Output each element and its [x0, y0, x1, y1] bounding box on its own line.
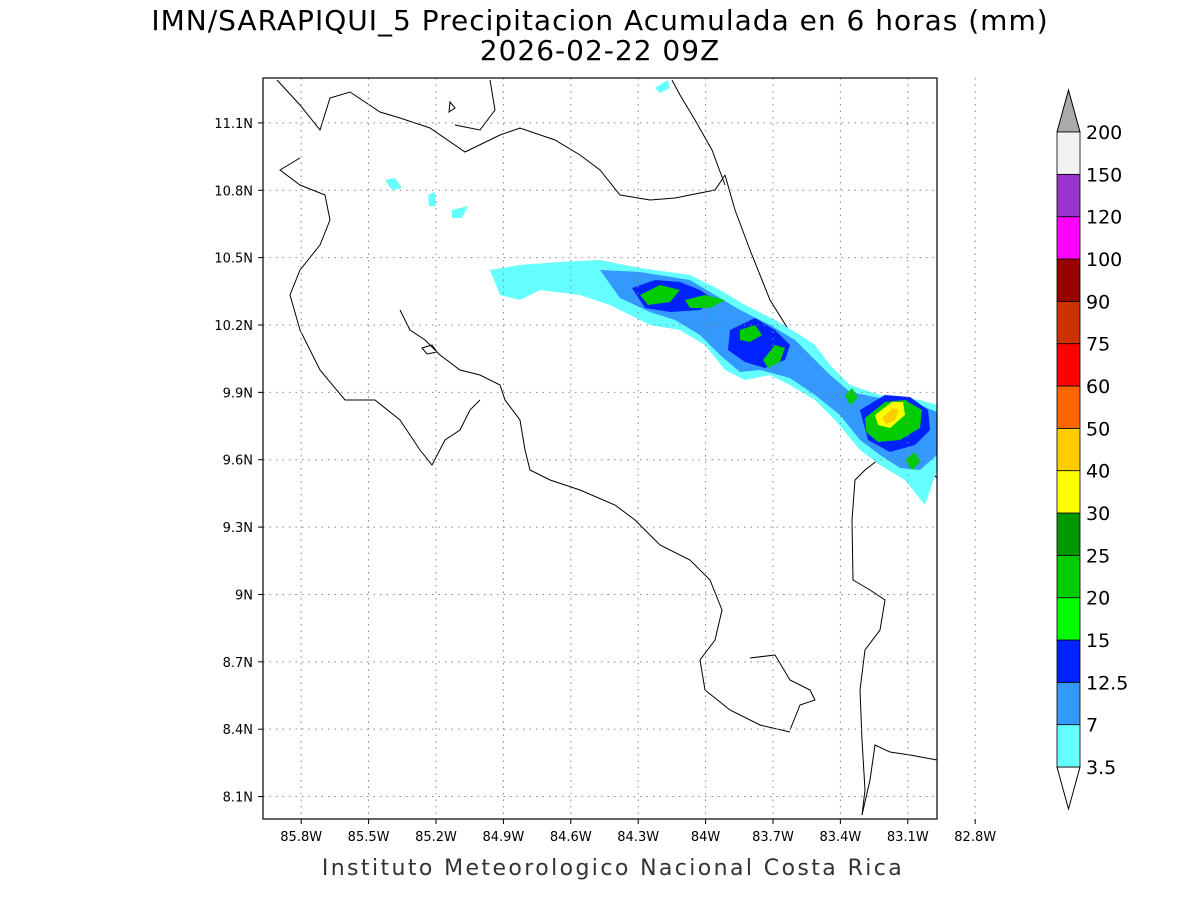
- colorbar-label: 30: [1086, 503, 1110, 525]
- lon-tick-label: 84.3W: [617, 830, 659, 845]
- colorbar-swatch: [1056, 427, 1081, 472]
- colorbar-label: 100: [1086, 249, 1122, 271]
- map-subtitle-datetime: 2026-02-22 09Z: [479, 34, 721, 67]
- colorbar-swatch: [1056, 131, 1081, 175]
- lat-tick-label: 8.4N: [223, 723, 253, 738]
- colorbar-swatch: [1056, 597, 1081, 641]
- latitude-tick-labels: 8.1N 8.4N 8.7N 9N 9.3N 9.6N 9.9N 10.2N 10.5N 10.8…: [214, 117, 263, 806]
- colorbar-swatch: [1056, 300, 1081, 345]
- lat-tick-label: 9.9N: [223, 386, 253, 401]
- colorbar-swatch: [1056, 512, 1081, 556]
- lat-tick-label: 9.3N: [223, 521, 253, 536]
- lon-tick-label: 85.2W: [415, 830, 457, 845]
- colorbar-swatch: [1056, 470, 1081, 514]
- colorbar-label: 15: [1086, 630, 1110, 652]
- coastline-outline: [276, 79, 938, 816]
- lat-lon-grid: [263, 78, 976, 819]
- lon-tick-label: 82.8W: [954, 830, 996, 845]
- colorbar-label: 120: [1086, 207, 1122, 229]
- colorbar-label: 60: [1086, 376, 1110, 398]
- map-title: IMN/SARAPIQUI_5 Precipitacion Acumulada …: [151, 4, 1049, 37]
- lon-tick-label: 83.7W: [752, 830, 794, 845]
- colorbar-swatch: [1056, 385, 1081, 429]
- colorbar-label: 3.5: [1086, 757, 1116, 779]
- colorbar-swatch: [1056, 639, 1081, 683]
- lat-tick-label: 10.8N: [214, 184, 253, 199]
- colorbar-swatch: [1056, 173, 1081, 218]
- colorbar-swatch: [1056, 258, 1081, 302]
- colorbar-label: 7: [1086, 715, 1098, 737]
- colorbar-swatch: [1056, 681, 1081, 726]
- lat-tick-label: 11.1N: [214, 117, 253, 132]
- lat-tick-label: 9N: [235, 588, 253, 603]
- colorbar-label: 75: [1086, 334, 1110, 356]
- lon-tick-label: 85.5W: [348, 830, 390, 845]
- colorbar-label: 20: [1086, 588, 1110, 610]
- colorbar-label: 90: [1086, 291, 1110, 313]
- lon-tick-label: 84W: [691, 830, 721, 845]
- colorbar-label: 200: [1086, 122, 1122, 144]
- colorbar-swatch: [1056, 343, 1081, 387]
- colorbar-over-triangle: [1056, 88, 1081, 133]
- lon-tick-label: 85.8W: [280, 830, 322, 845]
- credit-text: Instituto Meteorologico Nacional Costa R…: [321, 856, 905, 881]
- lat-tick-label: 8.7N: [223, 656, 253, 671]
- lon-tick-label: 83.4W: [819, 830, 861, 845]
- lat-tick-label: 10.5N: [214, 252, 253, 267]
- colorbar-label: 12.5: [1086, 672, 1128, 694]
- lat-tick-label: 10.2N: [214, 319, 253, 334]
- colorbar-under-triangle: [1056, 766, 1081, 811]
- colorbar-label: 40: [1086, 461, 1110, 483]
- lon-tick-label: 84.6W: [550, 830, 592, 845]
- lat-tick-label: 8.1N: [223, 791, 253, 806]
- lat-tick-label: 9.6N: [223, 454, 253, 469]
- lon-tick-label: 83.1W: [887, 830, 929, 845]
- longitude-tick-labels: 85.8W 85.5W 85.2W 84.9W 84.6W 84.3W 84W 83.7W 83…: [280, 819, 996, 845]
- colorbar-label: 50: [1086, 418, 1110, 440]
- map-frame: [262, 77, 938, 820]
- colorbar-swatch: [1056, 724, 1081, 768]
- lon-tick-label: 84.9W: [482, 830, 524, 845]
- precipitation-field: [385, 80, 937, 505]
- colorbar-label: 150: [1086, 164, 1122, 186]
- colorbar-swatch: [1056, 554, 1081, 599]
- colorbar: 3.5 7 12.5 15 20 25 30 40 50 60 75 90 100 120 150 200: [1056, 88, 1128, 811]
- colorbar-swatch: [1056, 216, 1081, 260]
- colorbar-label: 25: [1086, 545, 1110, 567]
